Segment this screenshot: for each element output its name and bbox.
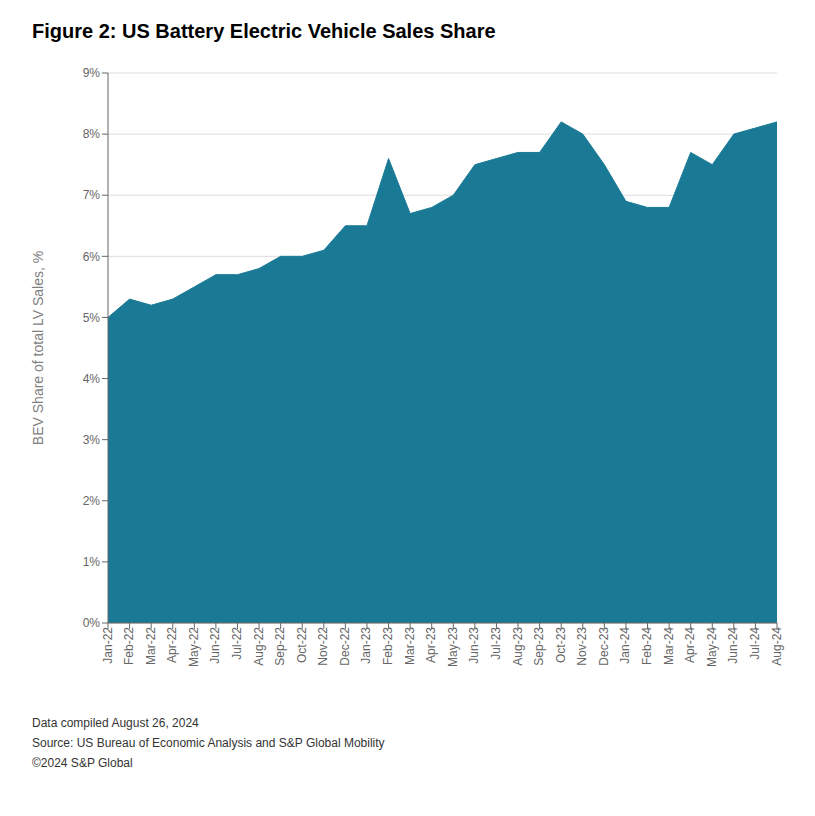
svg-text:Jan-22: Jan-22 (101, 627, 115, 664)
svg-text:Apr-24: Apr-24 (683, 627, 697, 663)
svg-text:Feb-24: Feb-24 (640, 627, 654, 665)
svg-text:Mar-24: Mar-24 (662, 627, 676, 665)
svg-text:1%: 1% (83, 555, 101, 569)
svg-text:Dec-23: Dec-23 (597, 627, 611, 666)
svg-text:3%: 3% (83, 433, 101, 447)
svg-text:0%: 0% (83, 616, 101, 630)
svg-text:Jun-24: Jun-24 (726, 627, 740, 664)
svg-text:8%: 8% (83, 127, 101, 141)
svg-text:Sep-22: Sep-22 (273, 627, 287, 666)
svg-text:Jul-22: Jul-22 (230, 627, 244, 660)
svg-text:2%: 2% (83, 494, 101, 508)
svg-text:May-23: May-23 (446, 627, 460, 667)
svg-text:May-22: May-22 (187, 627, 201, 667)
svg-text:Oct-22: Oct-22 (295, 627, 309, 663)
svg-text:Sep-23: Sep-23 (532, 627, 546, 666)
svg-text:4%: 4% (83, 372, 101, 386)
svg-text:Apr-23: Apr-23 (424, 627, 438, 663)
svg-text:Jan-23: Jan-23 (359, 627, 373, 664)
svg-text:Apr-22: Apr-22 (165, 627, 179, 663)
html-text:Figure 2: US Battery Electric: Figure 2: US Battery Electric Vehicle Sa… (32, 20, 496, 42)
svg-text:BEV Share of total LV Sales, %: BEV Share of total LV Sales, % (30, 251, 46, 445)
svg-text:7%: 7% (83, 188, 101, 202)
html-text:Data compiled August 26, 2024: Data compiled August 26, 2024 (32, 716, 199, 730)
html-text:Source: US Bureau of Economic: Source: US Bureau of Economic Analysis a… (32, 736, 385, 750)
svg-text:6%: 6% (83, 250, 101, 264)
svg-text:Aug-23: Aug-23 (511, 627, 525, 666)
svg-text:9%: 9% (83, 66, 101, 80)
svg-text:Nov-23: Nov-23 (575, 627, 589, 666)
svg-text:Feb-23: Feb-23 (381, 627, 395, 665)
svg-text:Jun-23: Jun-23 (467, 627, 481, 664)
svg-text:Aug-22: Aug-22 (252, 627, 266, 666)
svg-text:Dec-22: Dec-22 (338, 627, 352, 666)
svg-text:Nov-22: Nov-22 (316, 627, 330, 666)
svg-text:Mar-23: Mar-23 (403, 627, 417, 665)
svg-text:Oct-23: Oct-23 (554, 627, 568, 663)
html-text:©2024 S&P Global: ©2024 S&P Global (32, 756, 133, 770)
svg-text:Jul-23: Jul-23 (489, 627, 503, 660)
svg-text:Jan-24: Jan-24 (618, 627, 632, 664)
svg-text:Jun-22: Jun-22 (208, 627, 222, 664)
svg-text:Mar-22: Mar-22 (144, 627, 158, 665)
svg-text:Jul-24: Jul-24 (748, 627, 762, 660)
svg-text:Aug-24: Aug-24 (770, 627, 784, 666)
svg-text:Feb-22: Feb-22 (122, 627, 136, 665)
svg-text:May-24: May-24 (705, 627, 719, 667)
svg-text:5%: 5% (83, 311, 101, 325)
